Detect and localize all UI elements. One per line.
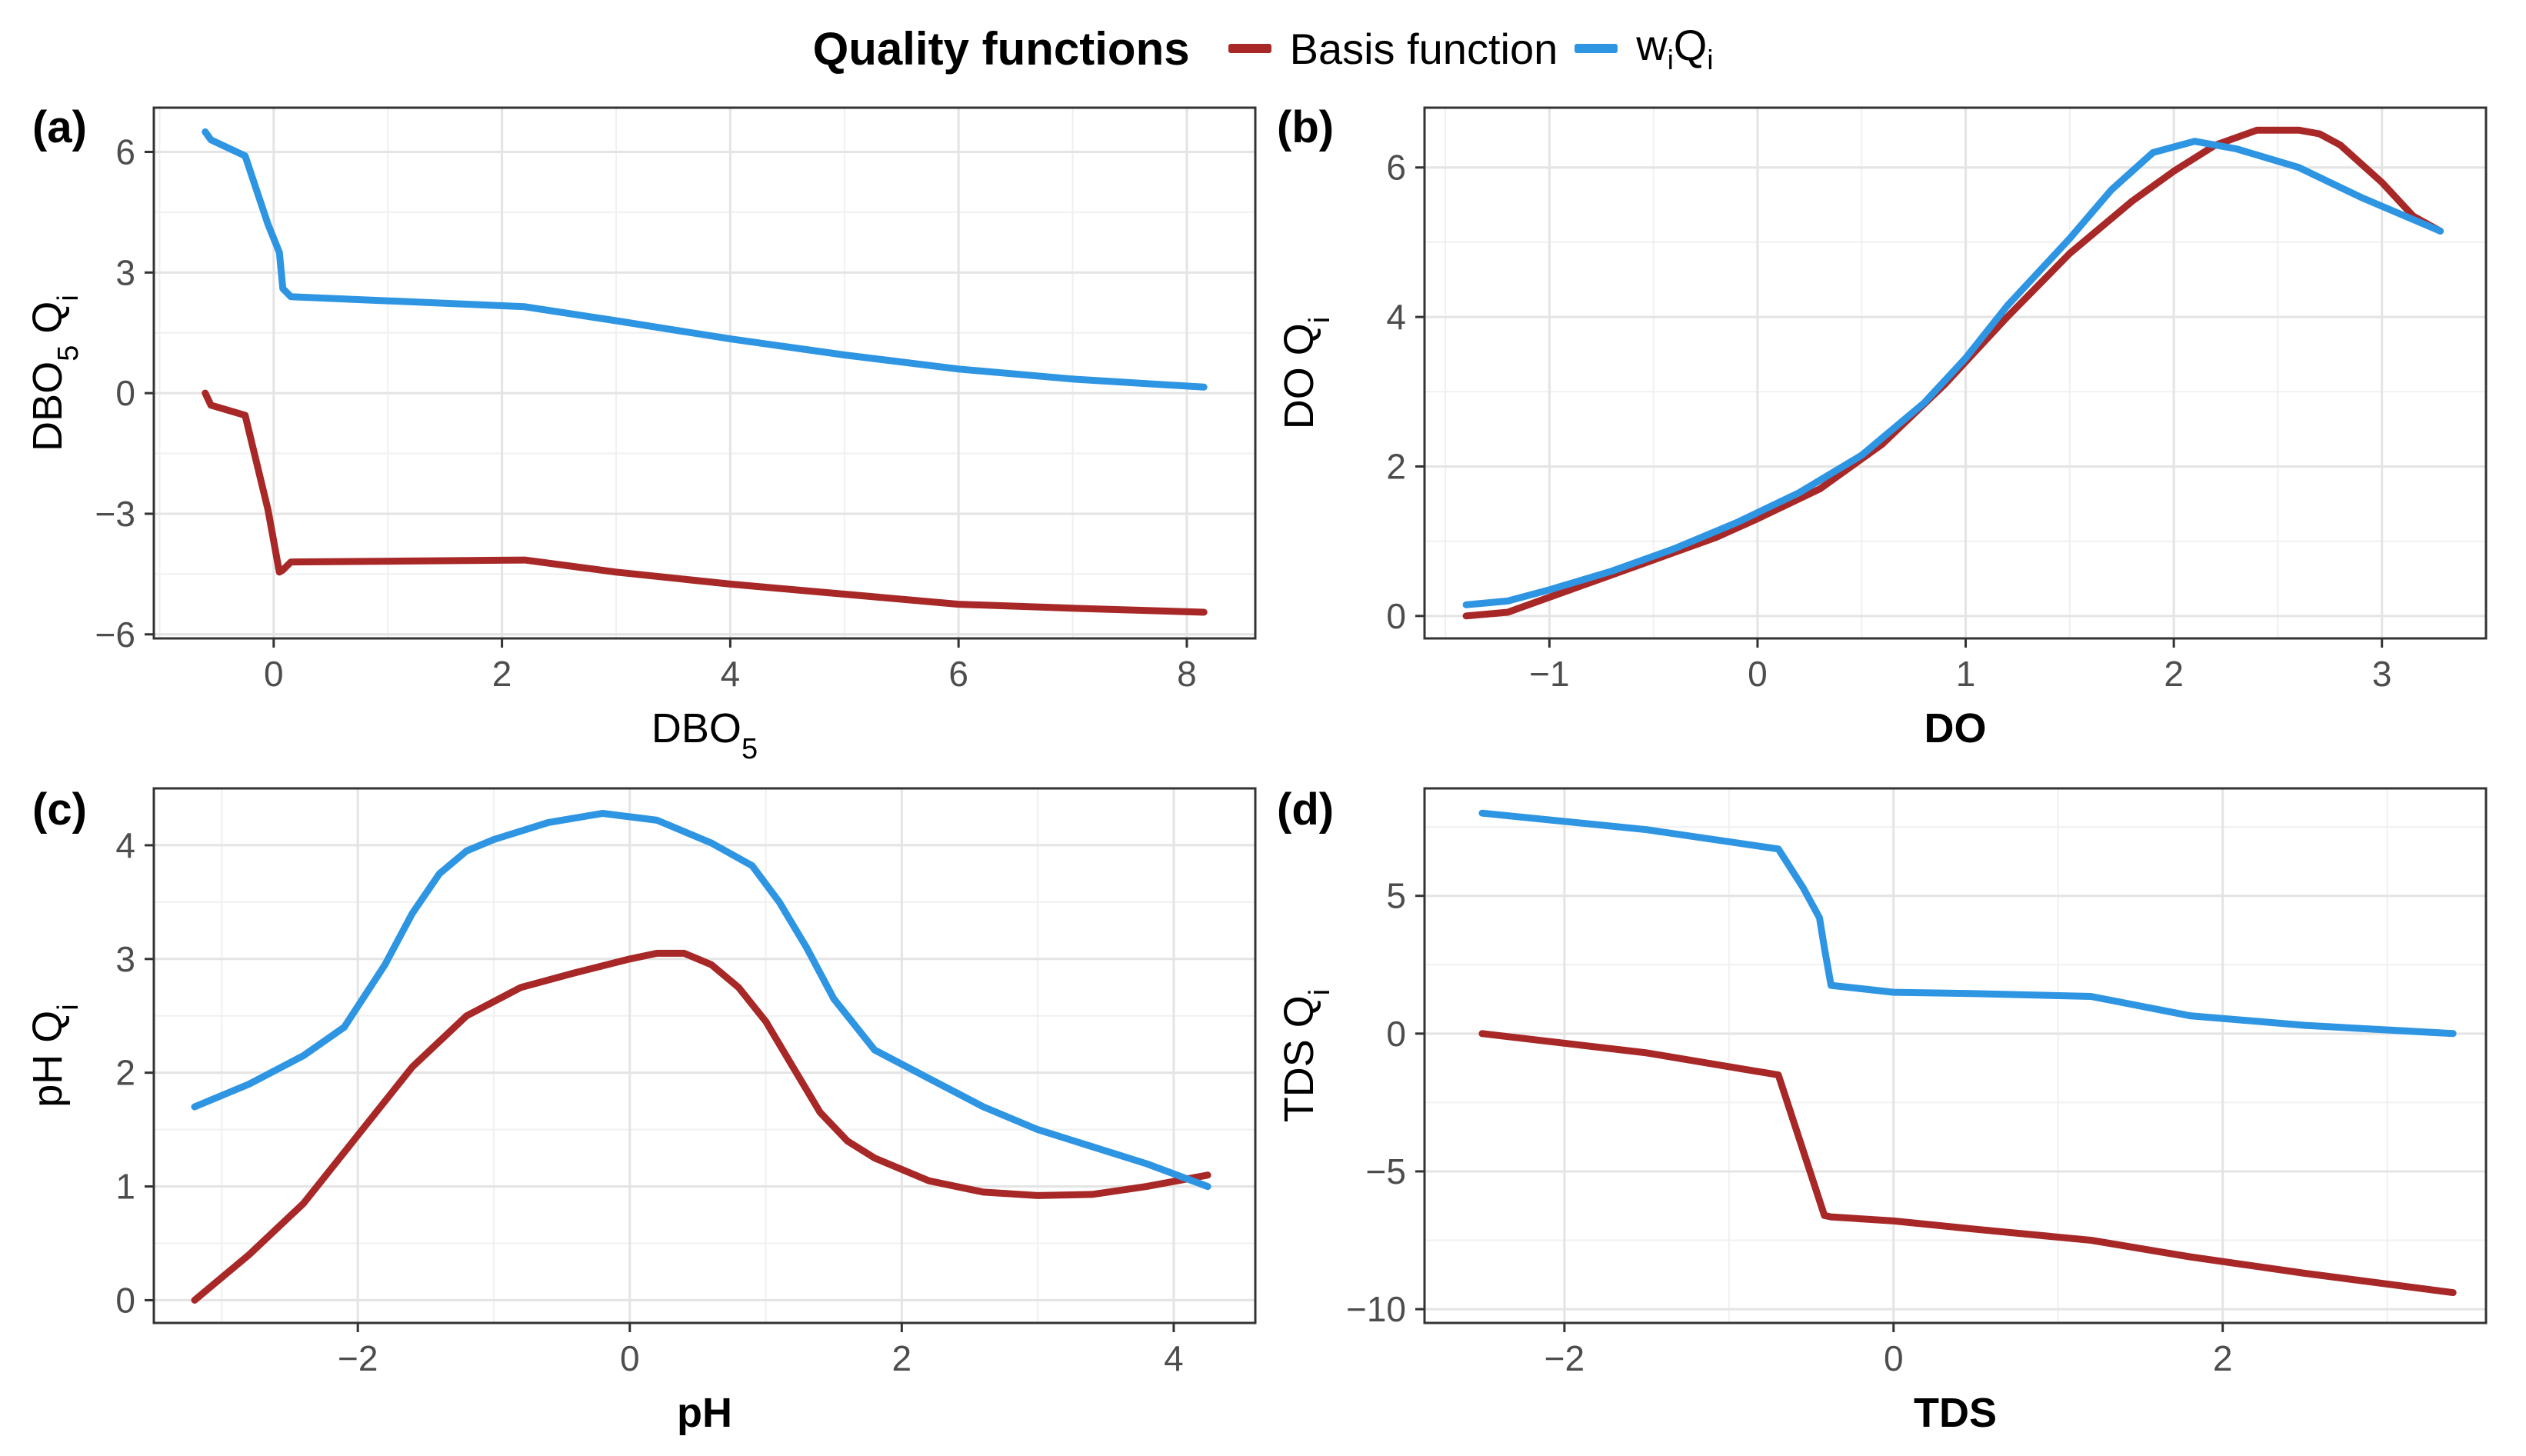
- y-axis-title: TDS Qi: [1276, 989, 1336, 1122]
- panel-border: [152, 787, 1257, 1324]
- series-line-basis: [191, 949, 1211, 1304]
- x-axis-title: DO: [1924, 705, 1987, 751]
- x-tick-label: 0: [1748, 654, 1768, 694]
- legend-label-wiqi: wiQi: [1636, 21, 1714, 76]
- y-tick-label: 3: [115, 939, 135, 979]
- series-line-wiqi: [191, 810, 1211, 1191]
- x-tick-label: 0: [620, 1338, 640, 1378]
- y-axis-title: DBO5 Qi: [25, 295, 85, 451]
- panel-border: [1423, 106, 2488, 640]
- series-line-basis: [202, 389, 1208, 616]
- x-axis-title: DBO5: [651, 705, 758, 765]
- legend-item-wiqi: wiQi: [1575, 20, 1713, 76]
- y-axis-title: pH Qi: [25, 1004, 85, 1108]
- y-tick-label: 4: [115, 825, 135, 865]
- y-axis-title: DO Qi: [1276, 317, 1336, 429]
- x-tick-label: −2: [1545, 1338, 1585, 1378]
- panel-a: 0 2 4 6 8 −6 −3 0 3 6 DBO5 DBO5 Qi (a): [25, 102, 1257, 765]
- y-tick-label: −5: [1366, 1151, 1406, 1191]
- x-tick-label: 2: [492, 654, 512, 694]
- y-tick-label: 0: [115, 373, 135, 413]
- y-tick-label: 3: [115, 252, 135, 292]
- y-tick-label: 0: [115, 1280, 135, 1320]
- legend-title: Quality functions: [812, 22, 1190, 75]
- panel-tag: (a): [32, 102, 87, 152]
- series-line-wiqi: [1462, 138, 2444, 608]
- y-tick-label: −10: [1346, 1289, 1406, 1329]
- series-line-wiqi: [1478, 809, 2457, 1038]
- y-tick-label: 6: [115, 132, 135, 172]
- panel-b: −1 0 1 2 3 0 2 4 6 DO DO Qi (b): [1276, 102, 2488, 751]
- series-line-basis: [1462, 126, 2444, 620]
- y-tick-label: −3: [95, 494, 135, 534]
- series-line-basis: [1478, 1030, 2457, 1297]
- panel-border: [152, 106, 1257, 640]
- legend-label-basis: Basis function: [1289, 24, 1558, 73]
- panel-d: −2 0 2 −10 −5 0 5 TDS TDS Qi (d): [1276, 785, 2488, 1436]
- panel-tag: (c): [32, 785, 87, 835]
- y-tick-label: 2: [1386, 446, 1406, 486]
- x-tick-label: 1: [1956, 654, 1976, 694]
- y-tick-label: 0: [1386, 596, 1406, 636]
- x-tick-label: 8: [1177, 654, 1197, 694]
- x-tick-label: −2: [338, 1338, 378, 1378]
- panel-border: [1423, 787, 2488, 1324]
- y-tick-label: 1: [115, 1167, 135, 1207]
- x-tick-label: 2: [892, 1338, 912, 1378]
- x-tick-label: 3: [2372, 654, 2392, 694]
- y-tick-label: 2: [115, 1053, 135, 1093]
- y-tick-label: 0: [1386, 1014, 1406, 1054]
- x-axis-title: pH: [677, 1390, 732, 1436]
- x-axis-title: TDS: [1914, 1390, 1997, 1436]
- x-tick-label: 0: [1884, 1338, 1904, 1378]
- legend-key-wiqi: [1575, 44, 1618, 53]
- series-line-wiqi: [202, 128, 1208, 391]
- y-tick-label: 4: [1386, 297, 1406, 337]
- panel-tag: (b): [1277, 102, 1334, 152]
- legend-item-basis: Basis function: [1228, 24, 1558, 74]
- x-tick-label: 6: [948, 654, 968, 694]
- y-tick-label: −6: [95, 615, 135, 655]
- x-tick-label: 4: [1164, 1338, 1184, 1378]
- x-tick-label: −1: [1529, 654, 1569, 694]
- x-tick-label: 2: [2213, 1338, 2233, 1378]
- y-tick-label: 5: [1386, 876, 1406, 916]
- legend-key-basis: [1228, 44, 1271, 53]
- x-tick-label: 2: [2164, 654, 2184, 694]
- y-tick-label: 6: [1386, 148, 1406, 188]
- x-tick-label: 0: [264, 654, 284, 694]
- panel-c: −2 0 2 4 0 1 2 3 4 pH pH Qi (c): [25, 785, 1257, 1436]
- panel-tag: (d): [1277, 785, 1334, 835]
- legend: Quality functions Basis function wiQi: [0, 14, 2526, 83]
- x-tick-label: 4: [721, 654, 741, 694]
